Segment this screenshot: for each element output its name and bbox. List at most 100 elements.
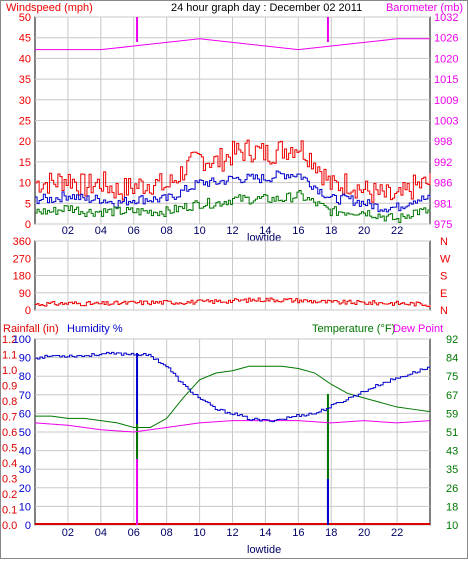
barometer-tick-label: 975 [434, 219, 452, 231]
barometer-line [35, 38, 430, 51]
temperature-panel-x-tick-label: 22 [391, 527, 403, 539]
direction-tick-label: 90 [19, 288, 31, 300]
rainfall-tick-label: 0.6 [2, 427, 17, 439]
barometer-axis: 975 981 986 992 998 1003 1009 1015 1020 1026 1032 [434, 12, 458, 231]
barometer-axis-label: Barometer (mb) [386, 2, 463, 14]
direction-panel-series [35, 297, 431, 307]
wind-direction-line [35, 297, 431, 307]
rainfall-tick-label: 0.1 [2, 505, 17, 517]
windspeed-tick-label: 35 [19, 74, 31, 86]
humidity-tick-label: 50 [19, 427, 31, 439]
temperature-panel-x-tick-label: 16 [292, 527, 304, 539]
temperature-panel-x-tick-label: 18 [325, 527, 337, 539]
rainfall-tick-label: 0.7 [2, 412, 17, 424]
windspeed-tick-label: 10 [19, 178, 31, 190]
rainfall-tick-label: 1.2 [2, 334, 17, 346]
barometer-tick-label: 1009 [434, 95, 458, 107]
dew-point-axis-label: Dew Point [393, 323, 443, 335]
direction-tick-label: 180 [13, 271, 31, 283]
wind-panel-x-tick-label: 06 [128, 225, 140, 237]
temperature-tick-label: 43 [446, 446, 458, 458]
barometer-tick-label: 992 [434, 157, 452, 169]
temperature-tick-label: 59 [446, 408, 458, 420]
wind-panel-x-tick-label: 08 [161, 225, 173, 237]
temperature-panel-x-tick-label: 04 [95, 527, 107, 539]
humidity-line [35, 351, 431, 423]
compass-label: E [440, 288, 447, 300]
humidity-tick-label: 30 [19, 464, 31, 476]
rainfall-tick-label: 0.2 [2, 489, 17, 501]
temperature-tick-label: 35 [446, 464, 458, 476]
wind-panel-x-axis: 02 04 06 08 10 12 14 16 18 20 22 [62, 225, 403, 237]
temperature-panel-x-tick-label: 06 [128, 527, 140, 539]
rainfall-tick-label: 1.0 [2, 365, 17, 377]
humidity-tick-label: 70 [19, 390, 31, 402]
wind-panel-x-tick-label: 22 [391, 225, 403, 237]
wind-panel-series [35, 17, 431, 224]
windspeed-tick-label: 25 [19, 116, 31, 128]
direction-panel-grid [35, 240, 430, 311]
temperature-panel-series [34, 351, 431, 525]
temperature-tick-label: 67 [446, 390, 458, 402]
direction-tick-label: 0 [25, 305, 31, 317]
humidity-axis: 0 10 20 30 40 50 60 70 80 90 100 [13, 334, 31, 532]
rainfall-axis: 0.0 0.1 0.2 0.3 0.4 0.5 0.6 0.7 0.8 0.9 1.0 1.1 1.2 [2, 334, 17, 532]
humidity-tick-label: 60 [19, 408, 31, 420]
direction-tick-label: 360 [13, 236, 31, 248]
barometer-tick-label: 1020 [434, 53, 458, 65]
temperature-panel-x-tick-label: 02 [62, 527, 74, 539]
rainfall-tick-label: 1.1 [2, 350, 17, 362]
windspeed-tick-label: 40 [19, 53, 31, 65]
humidity-tick-label: 100 [13, 334, 31, 346]
direction-degree-axis: 0 90 180 270 360 [13, 236, 31, 317]
rainfall-tick-label: 0.0 [2, 520, 17, 532]
compass-label: N [440, 236, 448, 248]
temperature-tick-label: 75 [446, 371, 458, 383]
rainfall-tick-label: 0.4 [2, 458, 17, 470]
direction-tick-label: 270 [13, 253, 31, 265]
windspeed-tick-label: 0 [25, 219, 31, 231]
humidity-axis-label: Humidity % [67, 323, 123, 335]
humidity-tick-label: 40 [19, 446, 31, 458]
windspeed-axis: 0 5 10 15 20 25 30 35 40 45 50 [19, 12, 31, 231]
humidity-tick-label: 80 [19, 371, 31, 383]
wind-panel-x-tick-label: 16 [292, 225, 304, 237]
temperature-tick-label: 18 [446, 501, 458, 513]
windspeed-tick-label: 15 [19, 157, 31, 169]
wind-panel-x-tick-label: 10 [193, 225, 205, 237]
temperature-tick-label: 26 [446, 483, 458, 495]
humidity-tick-label: 10 [19, 501, 31, 513]
temperature-line [35, 365, 431, 428]
temperature-panel-lowtide-label: lowtide [247, 544, 281, 556]
rainfall-tick-label: 0.5 [2, 443, 17, 455]
temperature-panel-x-tick-label: 10 [193, 527, 205, 539]
compass-label: S [440, 271, 447, 283]
temperature-tick-label: 92 [446, 334, 458, 346]
wind-panel-x-tick-label: 20 [358, 225, 370, 237]
barometer-tick-label: 998 [434, 136, 452, 148]
windspeed-axis-label: Windspeed (mph) [6, 2, 93, 14]
wind-minimum-line [35, 190, 431, 224]
temperature-panel-x-tick-label: 12 [226, 527, 238, 539]
wind-panel-x-tick-label: 12 [226, 225, 238, 237]
windspeed-tick-label: 30 [19, 95, 31, 107]
temperature-panel-x-tick-label: 14 [259, 527, 271, 539]
temperature-tick-label: 84 [446, 353, 458, 365]
temperature-panel-x-tick-label: 08 [161, 527, 173, 539]
barometer-tick-label: 986 [434, 178, 452, 190]
barometer-tick-label: 981 [434, 198, 452, 210]
wind-panel-x-tick-label: 02 [62, 225, 74, 237]
barometer-tick-label: 1003 [434, 116, 458, 128]
temperature-panel-x-axis: 02 04 06 08 10 12 14 16 18 20 22 [62, 527, 403, 539]
barometer-tick-label: 1032 [434, 12, 458, 24]
temperature-panel: 0.00.10.20.30.40.50.60.70.80.91.01.11.2 … [2, 323, 458, 556]
windspeed-tick-label: 45 [19, 33, 31, 45]
wind-panel-grid [35, 16, 430, 225]
humidity-tick-label: 20 [19, 483, 31, 495]
wind-panel-x-tick-label: 14 [259, 225, 271, 237]
rainfall-axis-label: Rainfall (in) [3, 323, 59, 335]
humidity-tick-label: 90 [19, 353, 31, 365]
